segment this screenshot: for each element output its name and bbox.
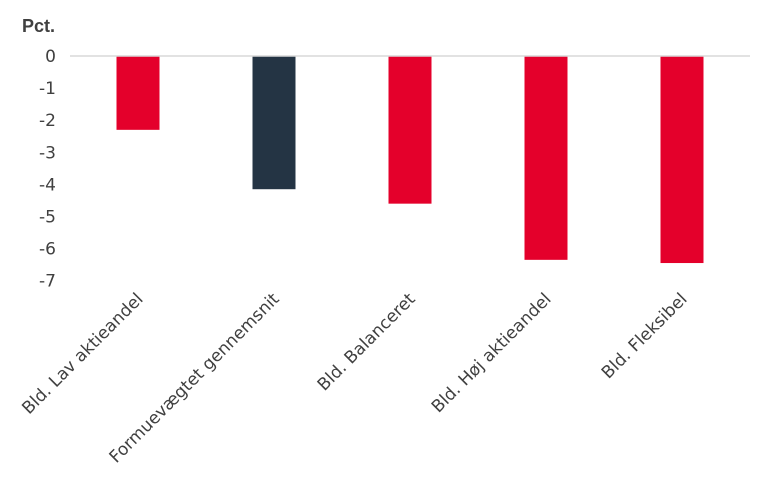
y-tick-label: -3 [39,143,56,163]
y-tick-label: 0 [45,47,56,67]
bar [252,56,296,190]
category-label: Bld. Lav aktieandel [18,289,147,418]
y-tick-label: -7 [39,272,56,292]
bar [660,56,704,264]
category-label: Bld. Balanceret [314,289,420,395]
bar [524,56,568,260]
y-tick-label: -5 [39,208,56,228]
category-label: Bld. Fleksibel [598,289,692,383]
y-axis-ticks: 0 -1 -2 -3 -4 -5 -6 -7 [39,47,56,292]
bar [388,56,432,204]
y-tick-label: -4 [39,175,56,195]
bar [116,56,160,130]
y-tick-label: -6 [39,240,56,260]
y-axis-title: Pct. [22,16,55,36]
bars [116,56,704,264]
y-tick-label: -2 [39,111,56,131]
y-tick-label: -1 [39,79,56,99]
category-label: Bld. Høj aktieandel [428,289,556,417]
